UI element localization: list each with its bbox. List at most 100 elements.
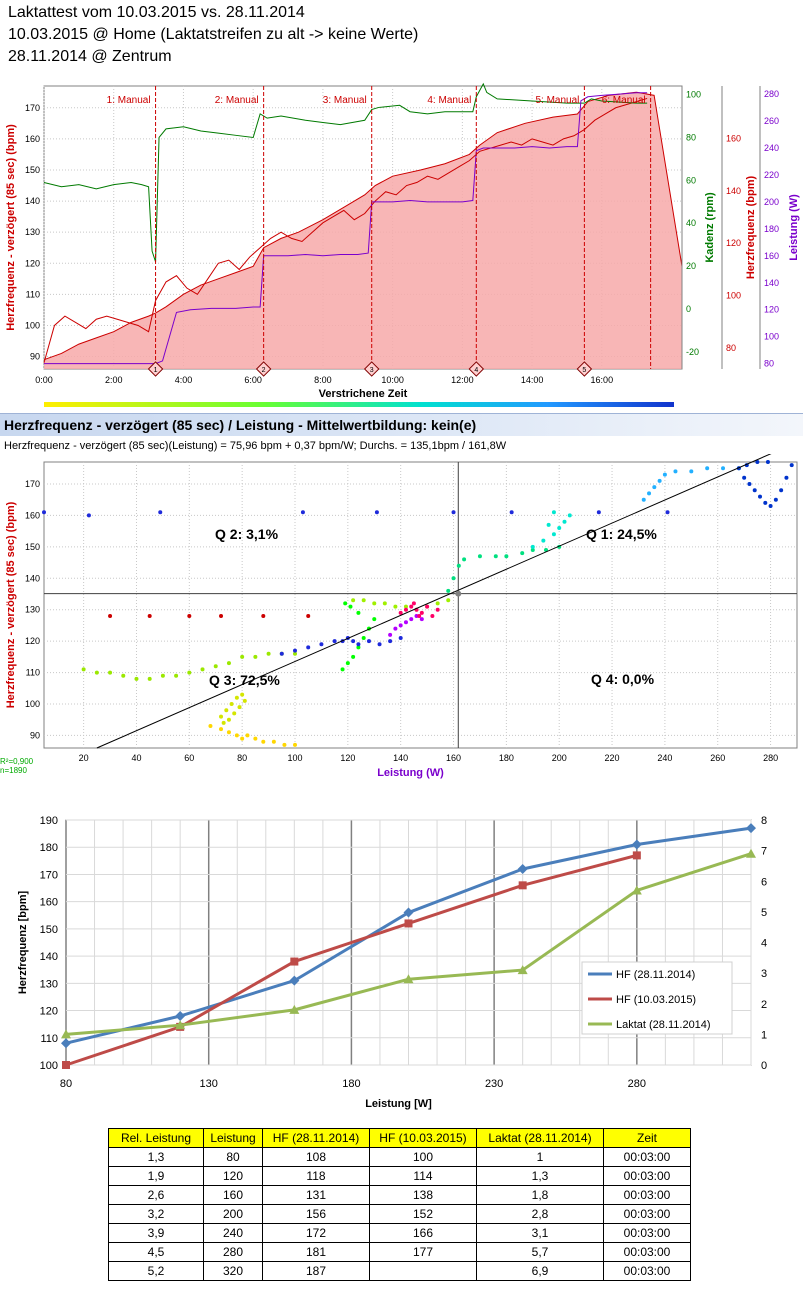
scatter-point <box>419 610 424 615</box>
scatter-point <box>372 617 377 622</box>
scatter-point <box>237 705 242 710</box>
table-cell: 00:03:00 <box>603 1185 691 1205</box>
table-cell: 177 <box>369 1242 477 1262</box>
series-point <box>631 839 642 850</box>
table-cell: 4,5 <box>108 1242 204 1262</box>
scatter-point <box>356 645 361 650</box>
x-tick-label: 160 <box>446 753 461 763</box>
scatter-point <box>388 639 393 644</box>
x-tick-label: 4:00 <box>175 375 193 385</box>
scatter-point <box>94 670 99 675</box>
header-line-2: 10.03.2015 @ Home (Laktatstreifen zu alt… <box>8 26 419 43</box>
scatter-point <box>232 711 237 716</box>
table-cell: 00:03:00 <box>603 1261 691 1281</box>
time-chart: 0:00 2:00 4:00 6:00 8:00 10:00 12:00 14:00 16:00… <box>5 82 800 407</box>
y-left-tick-label: 110 <box>40 1033 58 1045</box>
lap-marker-number: 4 <box>474 367 478 374</box>
table-row: 1,9 120 118 114 1,3 00:03:00 <box>108 1166 691 1186</box>
scatter-point <box>224 708 229 713</box>
table-cell: 320 <box>203 1261 263 1281</box>
scatter-point <box>419 617 424 622</box>
y-tick-label: 100 <box>25 320 40 330</box>
scatter-point <box>662 472 667 477</box>
scatter-point <box>504 554 509 559</box>
y-axis-title: Herzfrequenz - verzögert (85 sec) (bpm) <box>5 501 17 708</box>
leistung-tick: 80 <box>764 359 774 369</box>
x-tick-label: 12:00 <box>451 375 474 385</box>
scatter-point <box>351 654 356 659</box>
table-body: 1,3 80 108 100 1 00:03:00 1,9 120 118 114 1,3 00:03… <box>108 1147 691 1281</box>
y-tick-label: 160 <box>25 510 40 520</box>
series-point <box>403 974 414 984</box>
scatter-point <box>219 614 224 618</box>
lap-marker-badge <box>363 361 380 377</box>
scatter-point <box>108 670 113 675</box>
scatter-point <box>446 588 451 593</box>
scatter-point <box>271 739 276 744</box>
kadenz-tick: 40 <box>686 218 696 228</box>
scatter-point <box>240 654 245 659</box>
lap-marker-badge <box>147 361 164 377</box>
scatter-point <box>551 510 556 515</box>
lap-marker-label: 3: Manual <box>323 95 367 106</box>
lap-marker-label: 1: Manual <box>107 95 151 106</box>
table-cell: 00:03:00 <box>603 1204 691 1224</box>
leistung-title: Leistung (W) <box>788 194 800 261</box>
scatter-point <box>763 500 768 505</box>
leistung-tick: 100 <box>764 332 779 342</box>
scatter-point <box>758 494 763 499</box>
y-axis-title: Herzfrequenz [bpm] <box>17 891 29 995</box>
time-color-bar <box>44 402 674 407</box>
y-right-tick-label: 6 <box>761 876 767 888</box>
scatter-point <box>403 620 408 625</box>
table-cell: 181 <box>262 1242 370 1262</box>
leistung-tick: 240 <box>764 143 779 153</box>
table-header-cell: HF (28.11.2014) <box>262 1128 370 1148</box>
y-left-tick-label: 120 <box>40 1006 58 1018</box>
x-axis-title: Leistung (W) <box>377 767 444 779</box>
scatter-point <box>208 724 213 728</box>
leistung-tick: 280 <box>764 89 779 99</box>
scatter-point <box>226 730 231 735</box>
table-cell: 3,9 <box>108 1223 204 1243</box>
scatter-point <box>652 485 657 490</box>
scatter-point <box>409 604 414 609</box>
table-cell: 1 <box>476 1147 604 1167</box>
y-right-tick-label: 1 <box>761 1029 767 1041</box>
quadrant-3-label: Q 3: 72,5% <box>209 672 280 688</box>
table-row: 4,5 280 181 177 5,7 00:03:00 <box>108 1242 691 1262</box>
scatter-point <box>226 661 231 666</box>
table-cell: 200 <box>203 1204 263 1224</box>
scatter-point <box>261 614 266 618</box>
lap-marker-label: 4: Manual <box>427 95 471 106</box>
scatter-point <box>765 460 770 464</box>
table-row: 1,3 80 108 100 1 00:03:00 <box>108 1147 691 1167</box>
plot-area <box>43 461 798 749</box>
scatter-point <box>356 610 361 615</box>
scatter-point <box>306 614 311 618</box>
scatter-point <box>234 695 239 700</box>
regression-line <box>96 454 772 749</box>
scatter-point <box>221 720 226 725</box>
series-point <box>175 1011 186 1021</box>
scatter-point <box>641 497 646 502</box>
kadenz-tick: 20 <box>686 261 696 271</box>
scatter-point <box>477 554 482 559</box>
scatter-point <box>351 598 356 603</box>
scatter-point <box>374 510 379 515</box>
scatter-point <box>42 510 46 515</box>
scatter-point <box>219 727 224 732</box>
x-axis-title: Leistung [W] <box>365 1098 432 1110</box>
scatter-point <box>219 714 224 719</box>
table-cell: 100 <box>369 1147 477 1167</box>
lactate-chart: 100 110 120 130 140 150 160 170 180 190 0 1 2 3 4 5 6 7 8 8… <box>17 815 767 1110</box>
scatter-point <box>551 532 556 537</box>
scatter-point <box>509 510 514 515</box>
hf-right-tick: 100 <box>726 291 741 301</box>
scatter-point <box>332 639 337 644</box>
series-point <box>631 885 642 895</box>
lap-marker-badge <box>255 361 272 377</box>
leistung-tick: 260 <box>764 116 779 126</box>
quadrant-4-label: Q 4: 0,0% <box>591 671 655 687</box>
x-tick-label: 16:00 <box>591 375 614 385</box>
